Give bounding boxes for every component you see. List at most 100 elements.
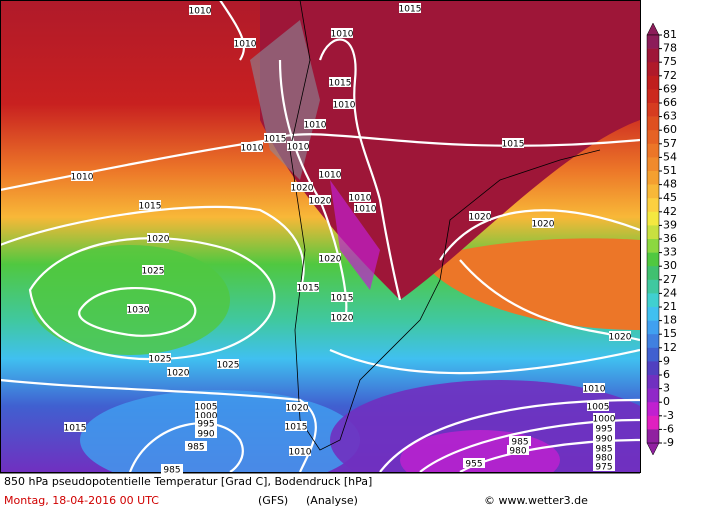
isobar-label-bg [463,458,485,468]
isobar [329,348,640,375]
colorbar-label: 39 [663,218,677,231]
isobar-label-bg [217,359,239,369]
isobar-label: 1010 [234,40,257,50]
isobar-label: 1020 [309,197,332,207]
isobar-label-bg [587,401,609,411]
isobar-label-bg [309,195,331,205]
colorbar-band [647,198,659,213]
isobar-label-bg [195,428,217,438]
isobar-label-bg [593,443,615,453]
colorbar-label: 18 [663,314,677,327]
isobar [439,209,640,261]
colorbar-label: 0 [663,395,670,408]
colorbar-label: 42 [663,205,677,218]
isobar-label-bg [142,265,164,275]
colorbar-label: 75 [663,55,677,68]
isobar-label: 1010 [304,121,327,131]
isobar [318,38,402,301]
isobar-label-bg [167,367,189,377]
colorbar-label: 81 [663,28,677,41]
colorbar-band [647,130,659,145]
colorbar-bottom-arrow [646,442,660,456]
isobar-label: 985 [163,466,180,476]
isobar-label-bg [127,304,149,314]
colorbar-label: -6 [663,422,674,435]
colorbar-band [647,184,659,199]
colorbar-label: 69 [663,82,677,95]
isobar-label: 1010 [241,144,264,154]
isobar-label-bg [609,331,631,341]
isobar [219,0,245,61]
colorbar-top-arrow [646,22,660,36]
colorbar-label: 72 [663,69,677,82]
colorbar-band [647,171,659,185]
colorbar-band [647,320,659,335]
isobar-label-bg [161,464,183,474]
colorbar-label: 12 [663,341,677,354]
isobar-label-bg [286,402,308,412]
colorbar-band [647,415,659,430]
isobar-label-bg [289,446,311,456]
isobar-label-bg [509,436,531,446]
map-area [0,0,640,472]
isobar-label: 1015 [285,423,308,433]
isobar-label: 1015 [264,135,287,145]
colorbar-band [647,252,659,267]
isobar-label: 1020 [469,213,492,223]
isobar-label: 1020 [167,369,190,379]
colorbar-label: 3 [663,382,670,395]
isobar-label-bg [593,452,615,462]
isobar-label: 1020 [286,404,309,414]
isobar-label-bg [593,461,615,471]
colorbar: 8178757269666360575451484542393633302724… [646,22,677,456]
colorbar-band [647,62,659,77]
isobar-label-bg [285,421,307,431]
colorbar-band [647,307,659,321]
isobar-label: 1010 [583,385,606,395]
footer-credit: © www.wetter3.de [484,494,588,507]
isobar-label: 985 [595,445,612,455]
colorbar-label: 66 [663,96,677,109]
isobar-label-bg [354,203,376,213]
isobar-label: 1025 [149,355,172,365]
colorbar-label: 27 [663,273,677,286]
colorbar-label: 6 [663,368,670,381]
colorbar-band [647,429,659,444]
colorbar-band [647,239,659,253]
isobar-label: 1010 [331,30,354,40]
isobar-label: 1010 [71,173,94,183]
colorbar-band [647,293,659,308]
isobar-label: 980 [509,447,526,457]
colorbar-label: 21 [663,300,677,313]
isobar-label-bg [264,133,286,143]
isobar-label-bg [329,77,351,87]
isobar-label: 990 [197,430,214,440]
colorbar-label: 48 [663,178,677,191]
isobar-label-bg [241,142,263,152]
isobar-label-bg [469,211,491,221]
isobar-label: 1015 [399,5,422,15]
colorbar-label: 45 [663,191,677,204]
isobar-label-bg [593,413,615,423]
colorbar-label: 60 [663,123,677,136]
colorbar-band [647,347,659,362]
colorbar-band [647,402,659,417]
isobar-label-bg [593,433,615,443]
isobar-label-bg [287,141,309,151]
isobar-label-bg [331,28,353,38]
isobar-label-bg [297,282,319,292]
isobar-label-bg [593,423,615,433]
isobar-label: 1015 [297,284,320,294]
colorbar-label: -3 [663,409,674,422]
colorbar-band [647,35,659,49]
footer-model: (GFS) [258,494,288,507]
colorbar-band [647,157,659,172]
isobar-label-bg [64,422,86,432]
isobar-label: 1015 [502,140,525,150]
colorbar-label: 30 [663,259,677,272]
isobar-label: 1010 [354,205,377,215]
isobar-label: 985 [511,438,528,448]
colorbar-band [647,75,659,90]
